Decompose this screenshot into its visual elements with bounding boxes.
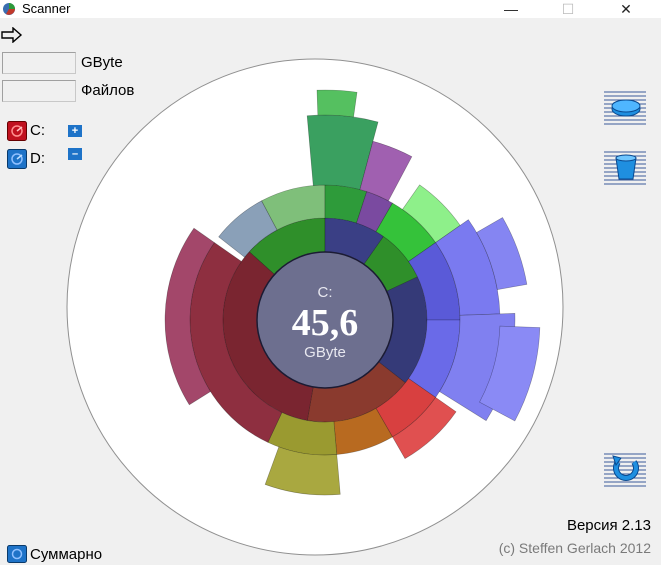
folder-segment[interactable]: [164, 227, 215, 406]
summary-label[interactable]: Суммарно: [30, 546, 103, 563]
minimize-button[interactable]: —: [504, 1, 518, 17]
disk-icon[interactable]: [604, 88, 646, 126]
maximize-button[interactable]: ☐: [561, 1, 575, 17]
drive-c-icon[interactable]: [7, 121, 27, 141]
sunburst-svg[interactable]: C: 45,6 GByte: [65, 57, 565, 557]
arrow-right-icon[interactable]: [1, 27, 23, 43]
title-bar: Scanner — ☐ ✕: [0, 0, 661, 18]
version-label: Версия 2.13: [566, 517, 651, 534]
zoom-out-button[interactable]: –: [68, 148, 82, 160]
window-title: Scanner: [22, 1, 71, 16]
files-label: Файлов: [81, 82, 135, 99]
folder-segment[interactable]: [479, 325, 541, 422]
drive-d-label[interactable]: D:: [30, 150, 45, 167]
folder-segment[interactable]: [392, 397, 457, 459]
trash-icon[interactable]: [604, 148, 646, 186]
center-size-value: 45,6: [292, 302, 359, 344]
disk-usage-sunburst[interactable]: C: 45,6 GByte: [65, 57, 565, 557]
folder-segment[interactable]: [264, 446, 341, 496]
center-size-unit: GByte: [304, 344, 346, 361]
center-circle[interactable]: [256, 251, 394, 389]
folder-segment[interactable]: [375, 202, 437, 262]
folder-segment[interactable]: [324, 184, 368, 224]
copyright-label: (c) Steffen Gerlach 2012: [498, 540, 651, 556]
folder-segment[interactable]: [476, 217, 528, 290]
size-unit-label: GByte: [81, 54, 123, 71]
folder-segment[interactable]: [316, 89, 358, 118]
zoom-in-button[interactable]: +: [68, 125, 82, 137]
summary-drive-icon[interactable]: [7, 545, 27, 563]
folder-segment[interactable]: [375, 378, 437, 438]
close-button[interactable]: ✕: [620, 1, 632, 17]
size-field: [2, 52, 76, 74]
sunburst-segments[interactable]: [164, 89, 541, 496]
refresh-icon[interactable]: [604, 450, 646, 488]
folder-segment[interactable]: [356, 191, 393, 233]
folder-segment[interactable]: [267, 412, 338, 456]
drive-d-icon[interactable]: [7, 149, 27, 169]
folder-segment[interactable]: [359, 140, 413, 202]
center-drive-label: C:: [318, 284, 333, 301]
scanner-app-icon: [3, 3, 15, 15]
files-field: [2, 80, 76, 102]
drive-c-label[interactable]: C:: [30, 122, 45, 139]
folder-segment[interactable]: [333, 407, 393, 455]
